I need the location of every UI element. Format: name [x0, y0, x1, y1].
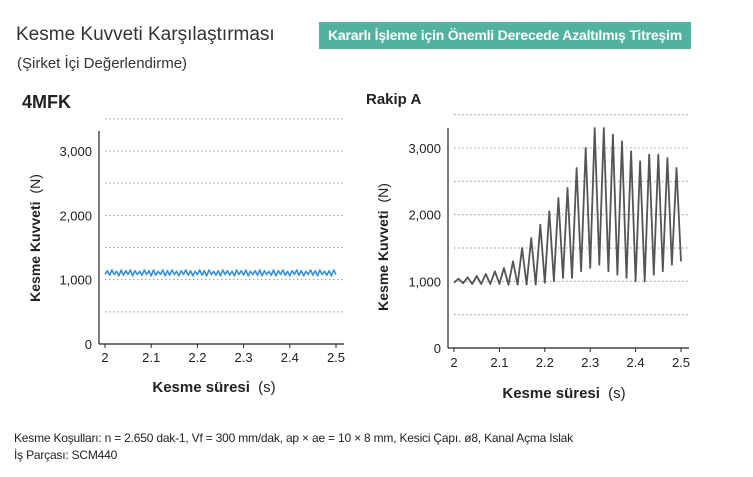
x-tick-label: 2.4 [627, 355, 645, 370]
chart-4mfk-yunit: (N) [27, 174, 43, 193]
x-tick-label: 2.3 [235, 350, 253, 365]
y-tick-label: 1,000 [59, 273, 92, 288]
chart-4mfk-xlabel-text: Kesme süresi [152, 379, 250, 396]
y-tick-label: 0 [85, 337, 92, 352]
chart-title-rakip-a: Rakip A [366, 91, 421, 108]
chart-4mfk-series-line [104, 269, 337, 277]
chart-rakip-a-ylabel: Kesme Kuvveti (N) [375, 183, 391, 311]
chart-4mfk: 4MFK 0 1,000 2,000 3,000 2 2.1 2.2 2.3 2.4 2.5 K… [22, 92, 345, 396]
chart-rakip-a-xticks: 2 2.1 2.2 2.3 2.4 2.5 [450, 348, 690, 370]
x-tick-label: 2.2 [188, 350, 206, 365]
chart-rakip-a-yticks: 0 1,000 2,000 3,000 [408, 141, 441, 356]
chart-4mfk-ylabel-text: Kesme Kuvveti [27, 201, 43, 301]
chart-4mfk-grid [105, 118, 344, 313]
chart-4mfk-xlabel: Kesme süresi (s) [152, 379, 275, 396]
y-tick-label: 0 [434, 341, 441, 356]
chart-4mfk-xticks: 2 2.1 2.2 2.3 2.4 2.5 [101, 344, 345, 365]
x-tick-label: 2.4 [281, 350, 299, 365]
chart-rakip-a-grid [454, 114, 689, 316]
chart-rakip-a-axes [447, 128, 689, 349]
chart-4mfk-yticks: 0 1,000 2,000 3,000 [59, 144, 92, 352]
y-tick-label: 3,000 [408, 141, 441, 156]
chart-4mfk-xunit: (s) [258, 379, 276, 396]
x-tick-label: 2.3 [581, 355, 599, 370]
page-subtitle: (Şirket İçi Değerlendirme) [17, 55, 188, 72]
chart-4mfk-ylabel: Kesme Kuvveti (N) [27, 174, 43, 302]
y-tick-label: 2,000 [59, 208, 92, 223]
workpiece-note: İş Parçası: SCM440 [14, 448, 118, 462]
chart-4mfk-axes [98, 131, 344, 345]
chart-rakip-a-xunit: (s) [608, 385, 626, 402]
y-tick-label: 2,000 [408, 208, 441, 223]
y-tick-label: 3,000 [59, 144, 92, 159]
chart-rakip-a-xlabel: Kesme süresi (s) [502, 385, 625, 402]
headline-badge: Kararlı İşleme için Önemli Derecede Azal… [319, 22, 691, 49]
chart-rakip-a-series-line [453, 127, 682, 286]
x-tick-label: 2 [101, 350, 108, 365]
x-tick-label: 2.5 [672, 355, 690, 370]
x-tick-label: 2.1 [490, 355, 508, 370]
x-tick-label: 2.2 [536, 355, 554, 370]
chart-rakip-a-ylabel-text: Kesme Kuvveti [375, 210, 391, 310]
x-tick-label: 2.5 [327, 350, 345, 365]
charts-canvas: 4MFK 0 1,000 2,000 3,000 2 2.1 2.2 2.3 2.4 2.5 K… [22, 91, 690, 402]
chart-rakip-a-yunit: (N) [375, 183, 391, 202]
chart-title-4mfk: 4MFK [22, 92, 71, 112]
x-tick-label: 2 [450, 355, 457, 370]
x-tick-label: 2.1 [142, 350, 160, 365]
chart-rakip-a-xlabel-text: Kesme süresi [502, 385, 600, 402]
chart-rakip-a: Rakip A 0 1,000 2,000 3,000 2 2.1 2.2 2.3 2.4 2.… [366, 91, 690, 402]
page-title: Kesme Kuvveti Karşılaştırması [16, 24, 275, 45]
y-tick-label: 1,000 [408, 274, 441, 289]
cutting-conditions-note: Kesme Koşulları: n = 2.650 dak-1, Vf = 3… [14, 431, 573, 445]
